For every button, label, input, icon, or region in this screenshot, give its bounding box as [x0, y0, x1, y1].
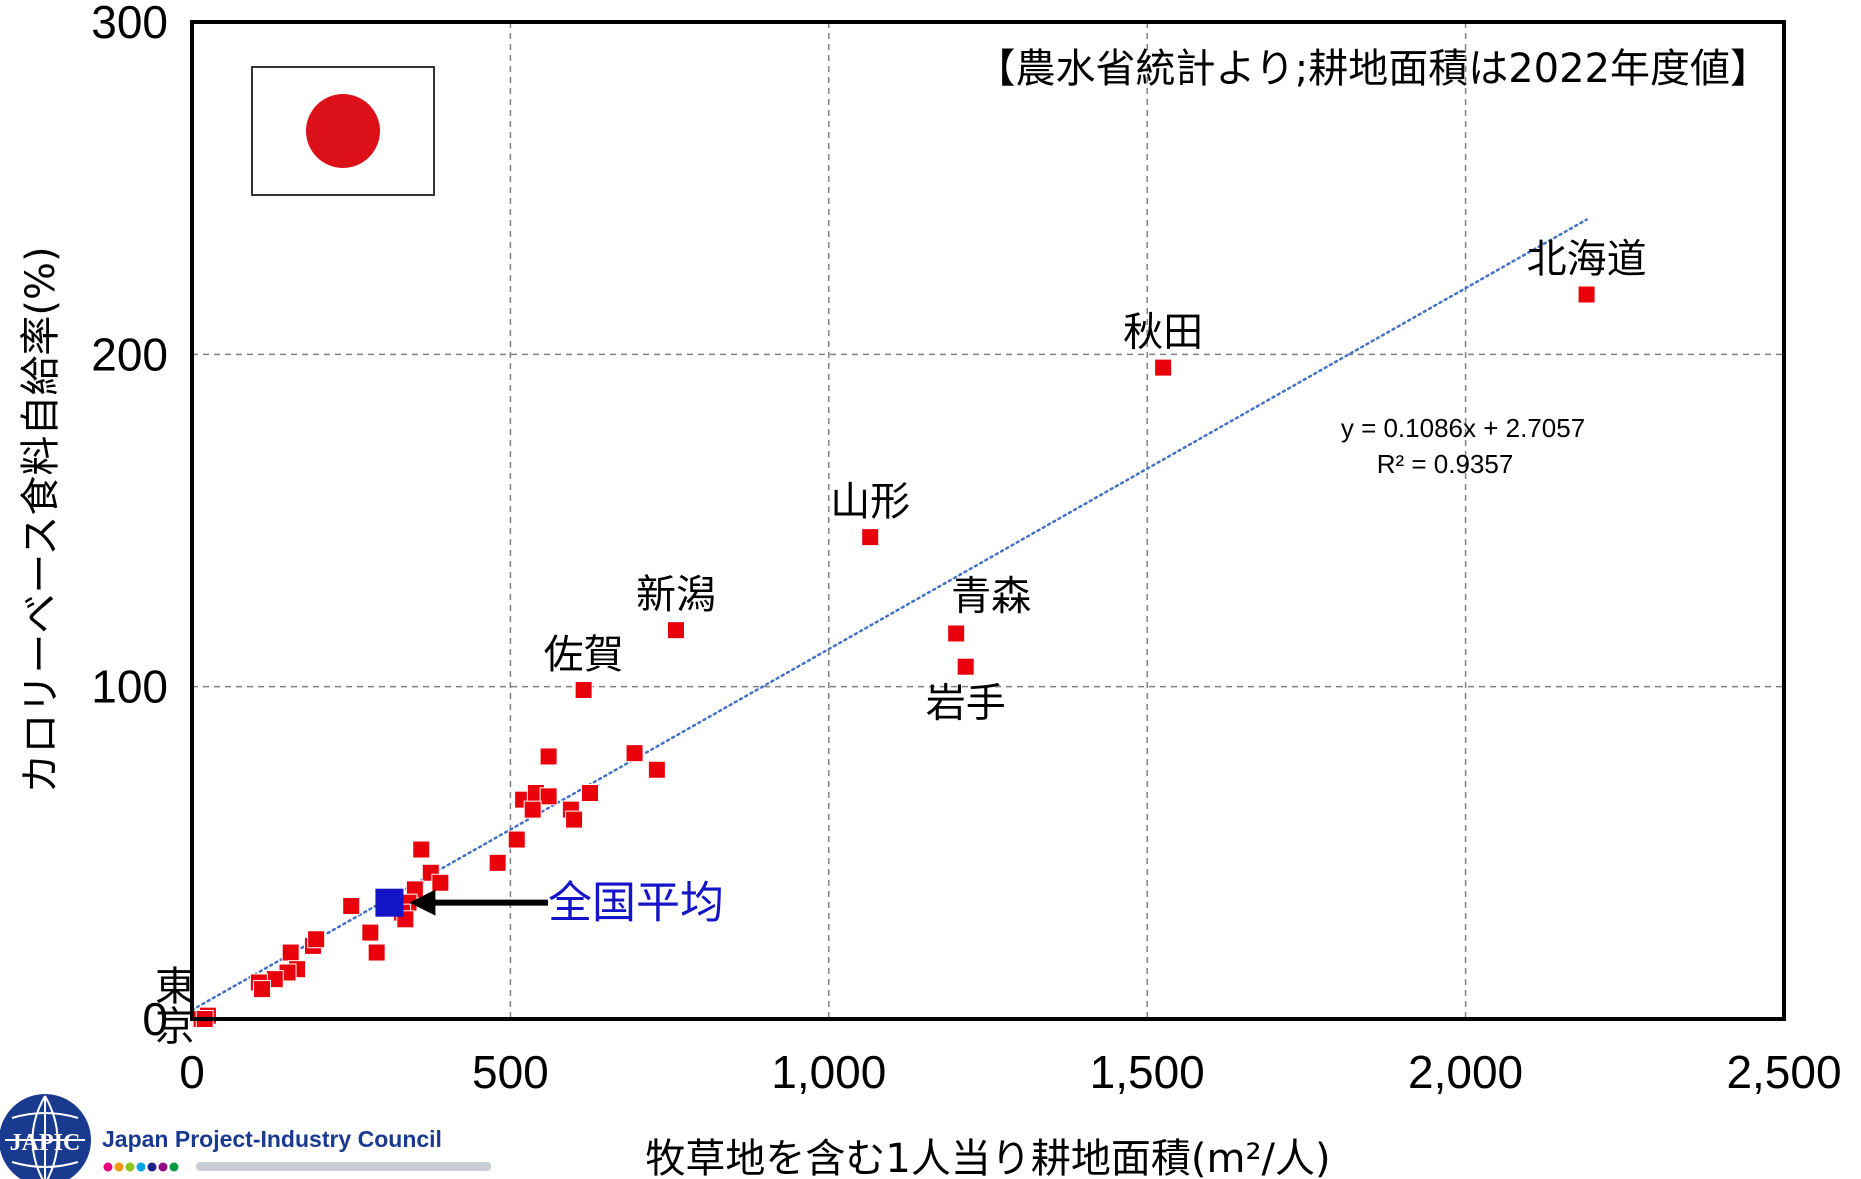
national-average-point [375, 888, 404, 917]
chart-title: 【農水省統計より;耕地面積は2022年度値】 [976, 46, 1770, 92]
plot-frame [190, 20, 1786, 1021]
logo-dot [125, 1162, 135, 1172]
data-point [307, 930, 326, 949]
trendline-r-squared: R² = 0.9357 [1377, 449, 1514, 479]
grid-lines [192, 22, 1784, 1019]
data-point [539, 787, 558, 806]
point-label: 佐賀 [544, 632, 624, 678]
data-point-labeled [956, 657, 975, 676]
logo-dot [114, 1162, 124, 1172]
data-point-labeled [947, 624, 966, 643]
japan-flag-icon [251, 66, 435, 196]
data-point [253, 980, 272, 999]
data-points [192, 285, 1596, 1028]
data-point-labeled [1154, 358, 1173, 377]
y-tick-label: 200 [91, 328, 168, 380]
trendline-equation: y = 0.1086x + 2.7057 [1341, 413, 1585, 443]
data-point [581, 784, 599, 803]
data-point [281, 943, 300, 962]
y-tick-label: 0 [142, 993, 168, 1045]
point-label-char: 東 [155, 964, 195, 1010]
x-tick-label: 500 [472, 1046, 549, 1098]
x-tick-labels: 0 500 1,000 1,500 2,000 2,500 [179, 1046, 1841, 1098]
data-point [539, 747, 558, 766]
x-tick-label: 2,000 [1408, 1046, 1523, 1098]
point-label: 岩手 [926, 681, 1006, 727]
arrow-head-icon [409, 889, 436, 916]
logo-underline [196, 1162, 491, 1171]
data-point [342, 897, 361, 916]
data-point [361, 923, 380, 942]
data-point-labeled [861, 528, 880, 547]
logo-dot [158, 1162, 168, 1172]
point-label-char: 京 [155, 1004, 195, 1050]
data-point [647, 760, 666, 779]
y-axis-title: カロリーベース食料自給率(%) [18, 246, 64, 793]
logo-name: Japan Project-Industry Council [102, 1126, 442, 1152]
x-tick-label: 0 [179, 1046, 205, 1098]
point-label: 山形 [830, 479, 910, 525]
logo-dot [147, 1162, 157, 1172]
japic-logo: JAPIC Japan Project-Industry Council [0, 1094, 491, 1179]
data-point [625, 744, 644, 763]
data-point [523, 800, 542, 819]
logo-dot [169, 1162, 179, 1172]
y-tick-label: 100 [91, 661, 168, 713]
y-tick-labels: 0 100 200 300 [91, 0, 168, 1045]
data-point [565, 810, 584, 829]
point-label: 青森 [951, 573, 1031, 619]
x-axis-title: 牧草地を含む1人当り耕地面積(m²/人) [645, 1136, 1330, 1179]
data-point [367, 943, 386, 962]
data-point-labeled [574, 680, 593, 699]
data-point-labeled [666, 621, 685, 640]
national-average-label: 全国平均 [548, 878, 724, 929]
data-point [431, 873, 450, 892]
logo-mark: JAPIC [10, 1130, 81, 1156]
logo-dot [103, 1162, 113, 1172]
data-point [412, 840, 431, 859]
data-point [507, 830, 526, 849]
logo-dot [136, 1162, 146, 1172]
data-point [488, 853, 507, 872]
data-point-labeled [1577, 285, 1596, 304]
x-tick-label: 1,000 [771, 1046, 886, 1098]
logo-dots [103, 1162, 179, 1172]
point-label: 北海道 [1527, 237, 1647, 283]
point-label: 秋田 [1123, 310, 1203, 356]
x-tick-label: 1,500 [1090, 1046, 1205, 1098]
y-tick-label: 300 [91, 0, 168, 48]
point-label: 新潟 [636, 572, 716, 618]
x-tick-label: 2,500 [1726, 1046, 1841, 1098]
